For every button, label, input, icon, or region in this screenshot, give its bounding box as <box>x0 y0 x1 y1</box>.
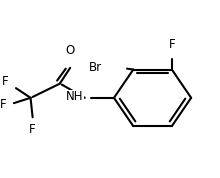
Text: O: O <box>66 44 75 57</box>
Text: F: F <box>169 38 175 51</box>
Text: F: F <box>2 75 9 88</box>
Text: F: F <box>0 98 7 111</box>
Text: NH: NH <box>66 90 84 103</box>
Text: Br: Br <box>89 61 102 74</box>
Text: F: F <box>29 123 36 136</box>
